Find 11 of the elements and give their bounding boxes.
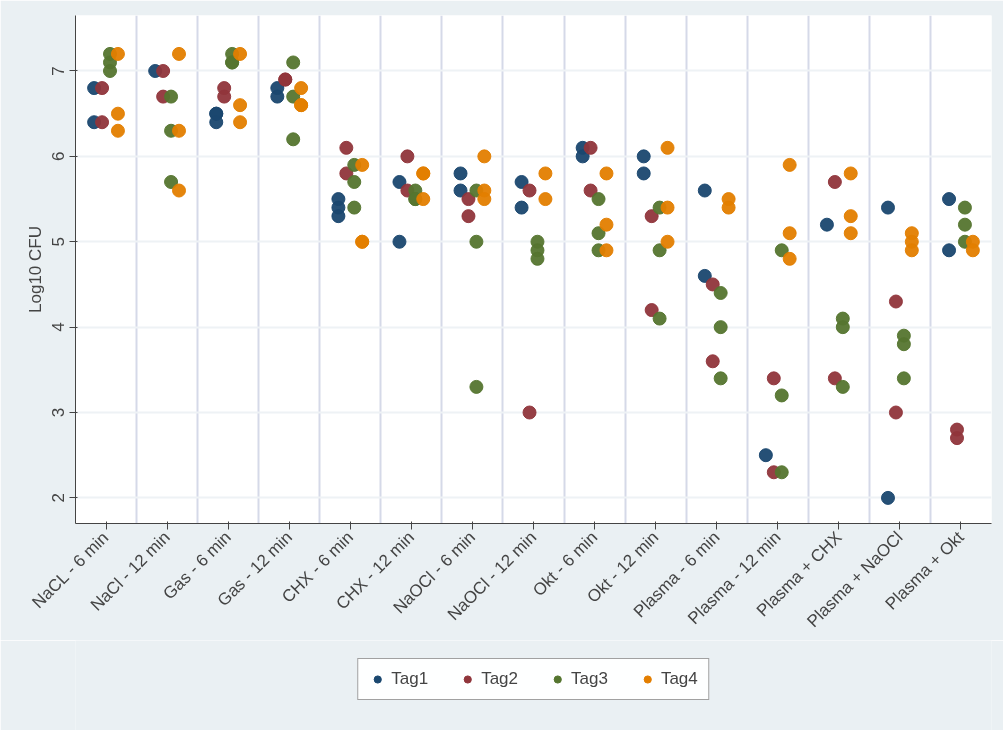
y-axis-title: Log10 CFU (25, 226, 45, 313)
legend-label: Tag2 (481, 669, 518, 689)
y-tick-label: 7 (49, 66, 69, 76)
legend-label: Tag3 (571, 669, 608, 689)
legend-label: Tag4 (660, 669, 698, 689)
y-tick-label: 6 (49, 151, 69, 162)
y-tick-label: 4 (49, 322, 69, 332)
y-tick-label: 3 (49, 407, 69, 418)
legend-label: Tag1 (391, 669, 429, 689)
y-tick-label: 2 (49, 493, 69, 503)
y-tick-label: 5 (49, 237, 69, 247)
